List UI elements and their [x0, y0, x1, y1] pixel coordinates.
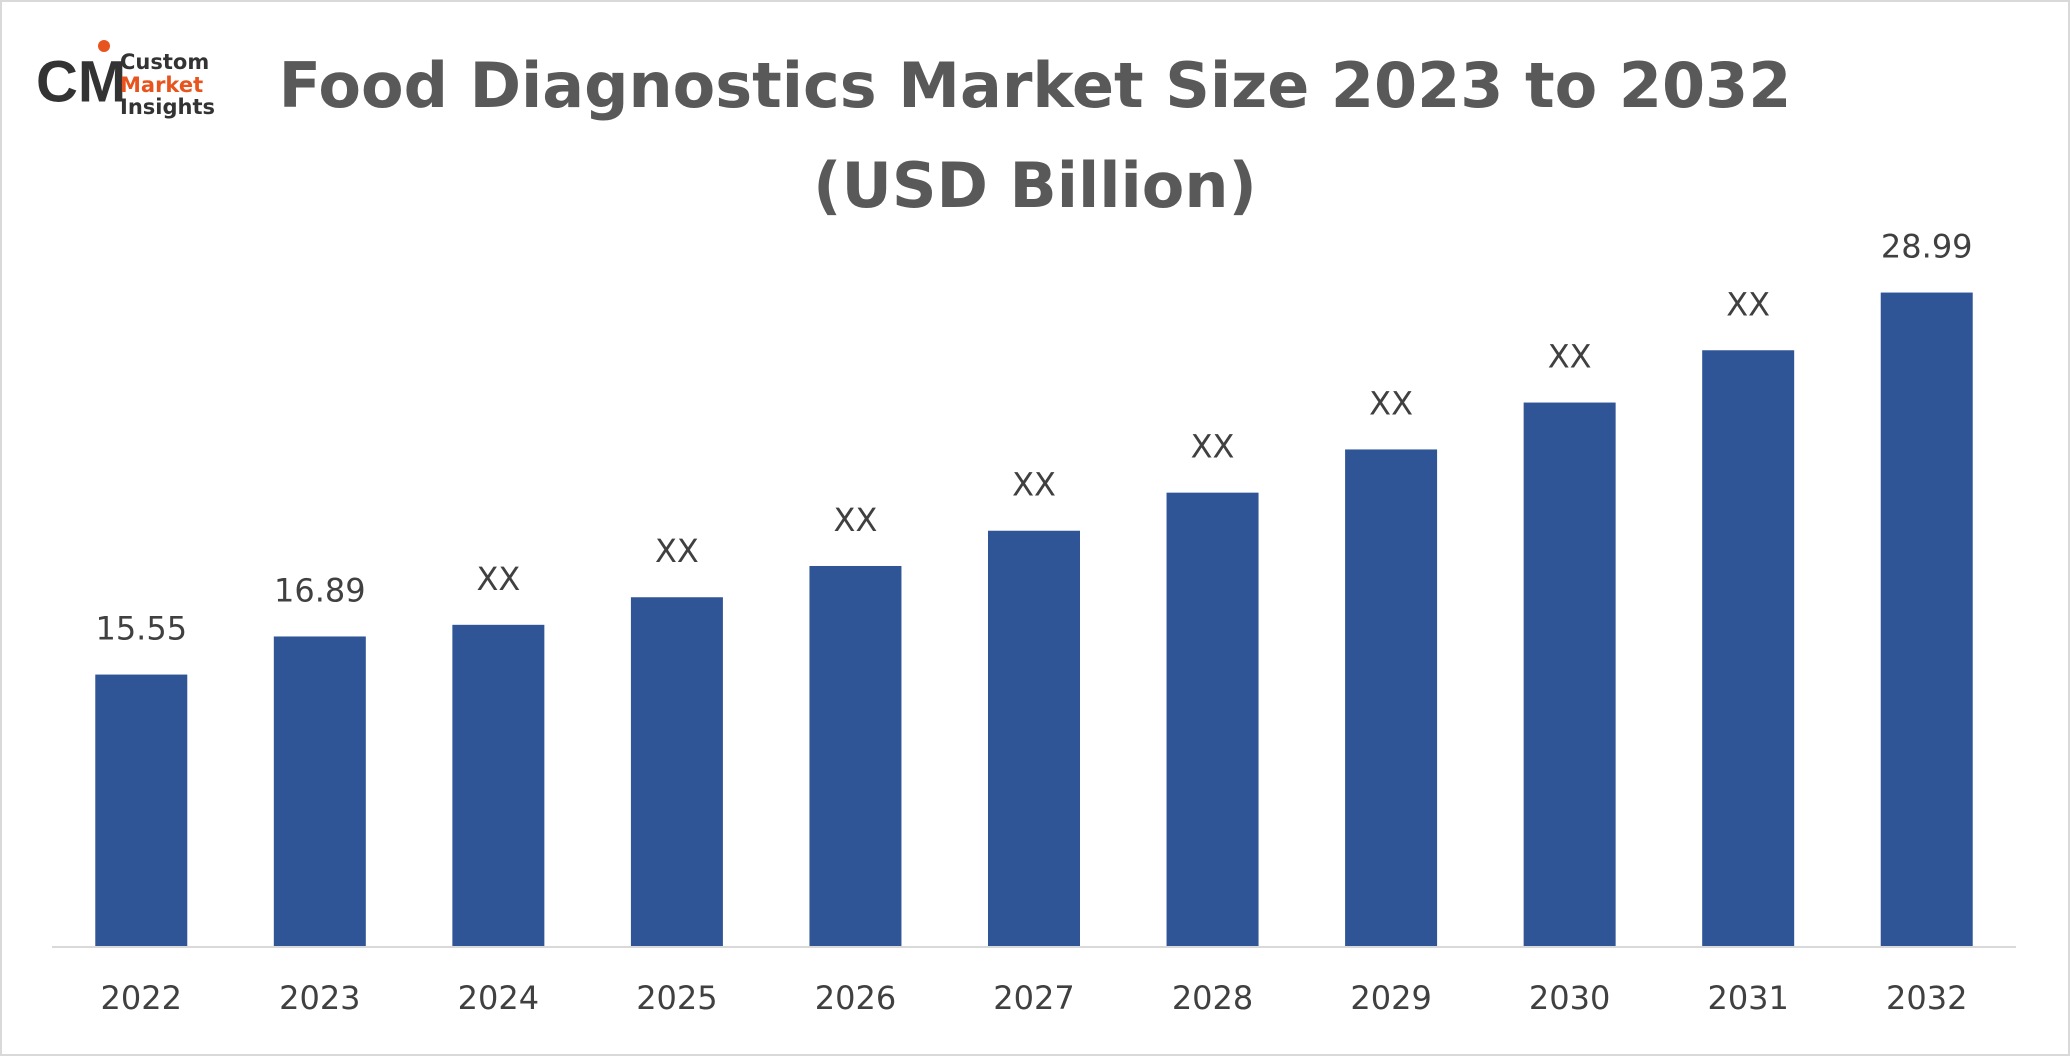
- chart-subtitle: (USD Billion): [813, 149, 1257, 222]
- logo-dot: [98, 40, 110, 52]
- bar: [1880, 292, 1973, 946]
- bar: [809, 565, 902, 946]
- bar: [630, 597, 723, 946]
- bar: [1166, 492, 1259, 946]
- value-label: XX: [476, 560, 520, 598]
- x-tick-label: 2025: [636, 979, 717, 1017]
- chart-title: Food Diagnostics Market Size 2023 to 203…: [279, 49, 1792, 122]
- value-label: XX: [1726, 285, 1770, 323]
- bar: [452, 624, 545, 946]
- value-label: 16.89: [274, 571, 366, 609]
- value-label: XX: [655, 532, 699, 570]
- bar: [1702, 350, 1795, 946]
- x-tick-label: 2029: [1350, 979, 1431, 1017]
- bar: [1523, 402, 1616, 946]
- logo-text: Custom: [120, 50, 209, 74]
- x-tick-label: 2032: [1886, 979, 1967, 1017]
- value-label: XX: [834, 501, 878, 539]
- bar: [95, 674, 188, 946]
- x-tick-label: 2026: [815, 979, 896, 1017]
- bar: [1345, 449, 1438, 946]
- x-tick-label: 2023: [279, 979, 360, 1017]
- x-tick-label: 2028: [1172, 979, 1253, 1017]
- value-label: XX: [1191, 428, 1235, 466]
- value-label: 28.99: [1881, 228, 1973, 266]
- value-label: XX: [1012, 466, 1056, 504]
- value-label: 15.55: [95, 610, 187, 648]
- x-tick-label: 2022: [101, 979, 182, 1017]
- x-tick-label: 2024: [458, 979, 539, 1017]
- logo-text: Market: [120, 73, 203, 97]
- bar: [273, 636, 366, 946]
- value-label: XX: [1369, 384, 1413, 422]
- logo-mark: CM: [36, 49, 126, 114]
- x-tick-label: 2031: [1707, 979, 1788, 1017]
- x-tick-label: 2027: [993, 979, 1074, 1017]
- bar: [988, 530, 1080, 946]
- value-label: XX: [1548, 338, 1592, 376]
- x-tick-label: 2030: [1529, 979, 1610, 1017]
- logo: CM Custom Market Insights: [36, 40, 215, 119]
- logo-text: Insights: [120, 95, 215, 119]
